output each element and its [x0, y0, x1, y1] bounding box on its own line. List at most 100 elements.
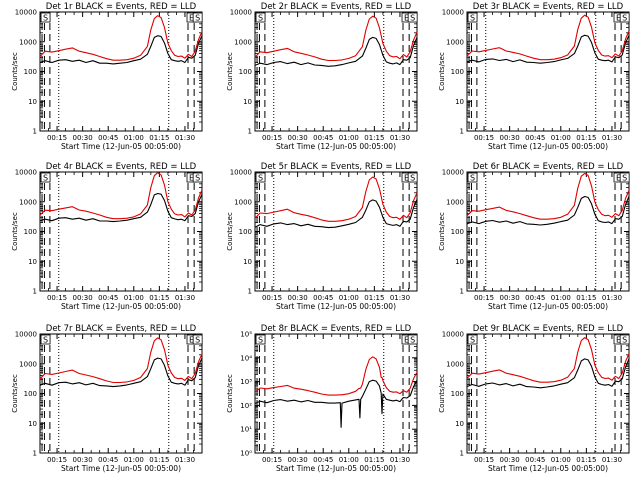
detector-panel: 1 10 100 1000 10000 00:15 00:30 00:45 01:00 01:15… [438, 162, 630, 311]
start-marker-box [619, 334, 630, 345]
y-tick-label: 100 [451, 390, 464, 398]
x-tick-label: 00:30 [288, 294, 308, 302]
y-tick-label: 10⁴ [240, 354, 252, 362]
x-tick-label: 01:00 [551, 294, 571, 302]
start-marker: S [470, 14, 475, 23]
y-tick-label: 10000 [442, 169, 464, 177]
y-tick-label: 100 [239, 68, 252, 76]
plot-frame [254, 11, 418, 132]
x-tick-label: 01:15 [149, 294, 169, 302]
x-axis-label: Start Time (12-Jun-05 00:05:00) [61, 302, 181, 311]
y-axis-label: Counts/sec [11, 374, 19, 413]
x-tick-label: 01:00 [124, 294, 144, 302]
events-line [39, 35, 203, 65]
y-tick-label: 100 [24, 228, 37, 236]
panel-title: Det 4r BLACK = Events, RED = LLD [46, 162, 197, 172]
x-tick-label: 01:00 [124, 456, 144, 464]
x-axis-label: Start Time (12-Jun-05 00:05:00) [488, 464, 608, 473]
y-tick-label: 1000 [19, 38, 37, 46]
start-marker-box [407, 12, 418, 23]
x-tick-label: 00:15 [47, 294, 67, 302]
x-tick-label: 01:15 [149, 456, 169, 464]
x-tick-label: 00:30 [73, 134, 93, 142]
start-marker: S [470, 174, 475, 183]
start-marker: S [258, 174, 263, 183]
x-tick-label: 00:45 [98, 134, 118, 142]
end-marker: E [189, 174, 194, 183]
start-marker-box [467, 12, 478, 23]
x-tick-label: 00:15 [474, 456, 494, 464]
x-tick-label: 01:30 [175, 134, 195, 142]
y-tick-label: 1000 [446, 198, 464, 206]
detector-panel: 1 10 100 1000 10000 00:15 00:30 00:45 01:00 01:15… [11, 162, 203, 311]
x-tick-label: 00:45 [98, 294, 118, 302]
x-tick-label: 00:45 [313, 134, 333, 142]
detector-panel: 1 10 100 1000 10000 00:15 00:30 00:45 01:00 01:15… [226, 2, 418, 151]
lld-line [39, 15, 203, 61]
plot-frame [254, 171, 418, 292]
start-marker: S [410, 336, 415, 345]
x-tick-label: 01:15 [364, 456, 384, 464]
y-tick-label: 10 [243, 98, 252, 106]
start-marker-box [192, 12, 203, 23]
y-axis-label: Counts/sec [11, 52, 19, 91]
x-tick-label: 00:45 [313, 294, 333, 302]
start-marker: S [195, 336, 200, 345]
x-tick-label: 00:45 [525, 456, 545, 464]
y-tick-label: 10000 [442, 9, 464, 17]
x-tick-label: 00:15 [474, 294, 494, 302]
panel-title: Det 5r BLACK = Events, RED = LLD [261, 162, 412, 172]
panel-title: Det 1r BLACK = Events, RED = LLD [46, 2, 197, 12]
y-axis-label: Counts/sec [11, 212, 19, 251]
y-tick-label: 1000 [19, 360, 37, 368]
start-marker-box [192, 172, 203, 183]
x-tick-label: 01:15 [576, 134, 596, 142]
start-marker-box [467, 334, 478, 345]
y-tick-label: 1 [33, 450, 37, 458]
x-tick-label: 00:30 [500, 134, 520, 142]
y-tick-label: 1 [248, 288, 252, 296]
start-marker: S [410, 14, 415, 23]
y-tick-label: 1 [248, 128, 252, 136]
y-tick-label: 10 [28, 258, 37, 266]
x-tick-label: 00:15 [47, 456, 67, 464]
events-line [254, 379, 418, 428]
end-marker: E [616, 14, 621, 23]
y-tick-label: 1000 [446, 38, 464, 46]
x-axis-label: Start Time (12-Jun-05 00:05:00) [61, 142, 181, 151]
start-marker-box [407, 172, 418, 183]
start-marker: S [195, 14, 200, 23]
start-marker: S [622, 174, 627, 183]
x-tick-label: 01:00 [124, 134, 144, 142]
y-tick-label: 1000 [446, 360, 464, 368]
y-axis-label: Counts/sec [226, 212, 234, 251]
panel-title: Det 9r BLACK = Events, RED = LLD [473, 324, 624, 334]
x-axis-label: Start Time (12-Jun-05 00:05:00) [276, 142, 396, 151]
lld-line [466, 337, 630, 383]
lld-line [39, 172, 203, 220]
events-line [39, 357, 203, 388]
events-line [466, 358, 630, 389]
y-tick-label: 100 [451, 68, 464, 76]
start-marker-box [255, 12, 266, 23]
start-marker: S [622, 14, 627, 23]
x-tick-label: 00:30 [288, 134, 308, 142]
y-tick-label: 100 [24, 68, 37, 76]
x-axis-label: Start Time (12-Jun-05 00:05:00) [488, 302, 608, 311]
y-tick-label: 1 [460, 450, 464, 458]
x-tick-label: 01:00 [339, 456, 359, 464]
panel-title: Det 3r BLACK = Events, RED = LLD [473, 2, 624, 12]
start-marker-box [255, 334, 266, 345]
x-tick-label: 01:15 [576, 294, 596, 302]
start-marker-box [619, 172, 630, 183]
y-tick-label: 100 [24, 390, 37, 398]
panel-title: Det 8r BLACK = Events, RED = LLD [261, 324, 412, 334]
lld-line [39, 337, 203, 384]
y-tick-label: 10000 [15, 169, 37, 177]
y-tick-label: 10 [455, 420, 464, 428]
x-tick-label: 01:00 [551, 456, 571, 464]
y-tick-label: 100 [239, 228, 252, 236]
start-marker: S [195, 174, 200, 183]
lld-line [254, 15, 418, 62]
